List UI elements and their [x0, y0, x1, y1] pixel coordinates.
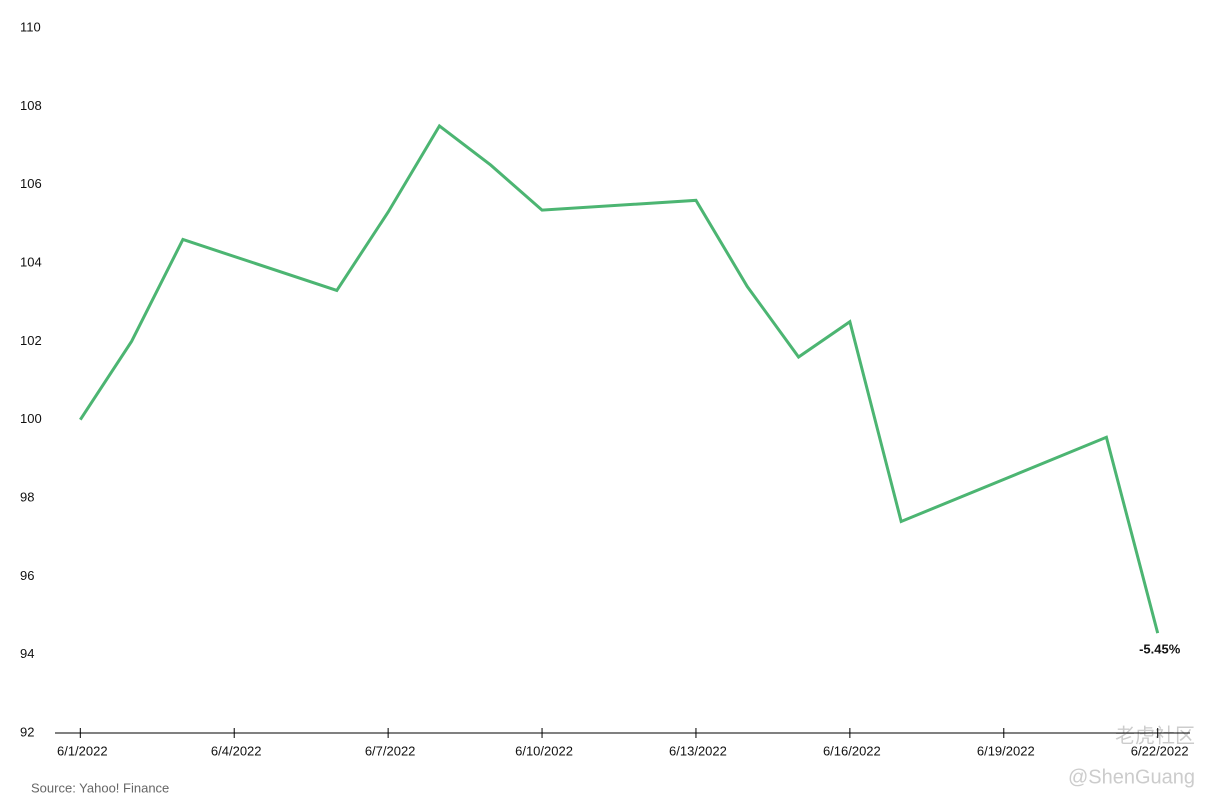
x-tick-label: 6/4/2022 — [211, 743, 262, 758]
y-tick-label: 94 — [20, 646, 34, 661]
x-tick-label: 6/22/2022 — [1131, 743, 1189, 758]
watermark: @ShenGuang — [1068, 766, 1195, 788]
y-tick-label: 100 — [20, 411, 42, 426]
y-tick-label: 96 — [20, 568, 34, 583]
watermark: 老虎社区 — [1115, 724, 1195, 747]
y-tick-label: 92 — [20, 724, 34, 739]
x-tick-label: 6/16/2022 — [823, 743, 881, 758]
x-tick-label: 6/10/2022 — [515, 743, 573, 758]
x-tick-label: 6/1/2022 — [57, 743, 108, 758]
x-tick-label: 6/19/2022 — [977, 743, 1035, 758]
y-tick-label: 102 — [20, 333, 42, 348]
annotation: -5.45% — [1139, 642, 1181, 657]
x-tick-label: 6/13/2022 — [669, 743, 727, 758]
line — [79, 123, 1160, 634]
y-tick-label: 108 — [20, 98, 42, 113]
y-tick-label: 98 — [20, 489, 34, 504]
source: Source: Yahoo! Finance — [31, 780, 169, 795]
y-tick-label: 104 — [20, 254, 42, 269]
x-tick-label: 6/7/2022 — [365, 743, 416, 758]
y-tick-label: 110 — [20, 19, 41, 34]
y-tick-label: 106 — [20, 176, 42, 191]
